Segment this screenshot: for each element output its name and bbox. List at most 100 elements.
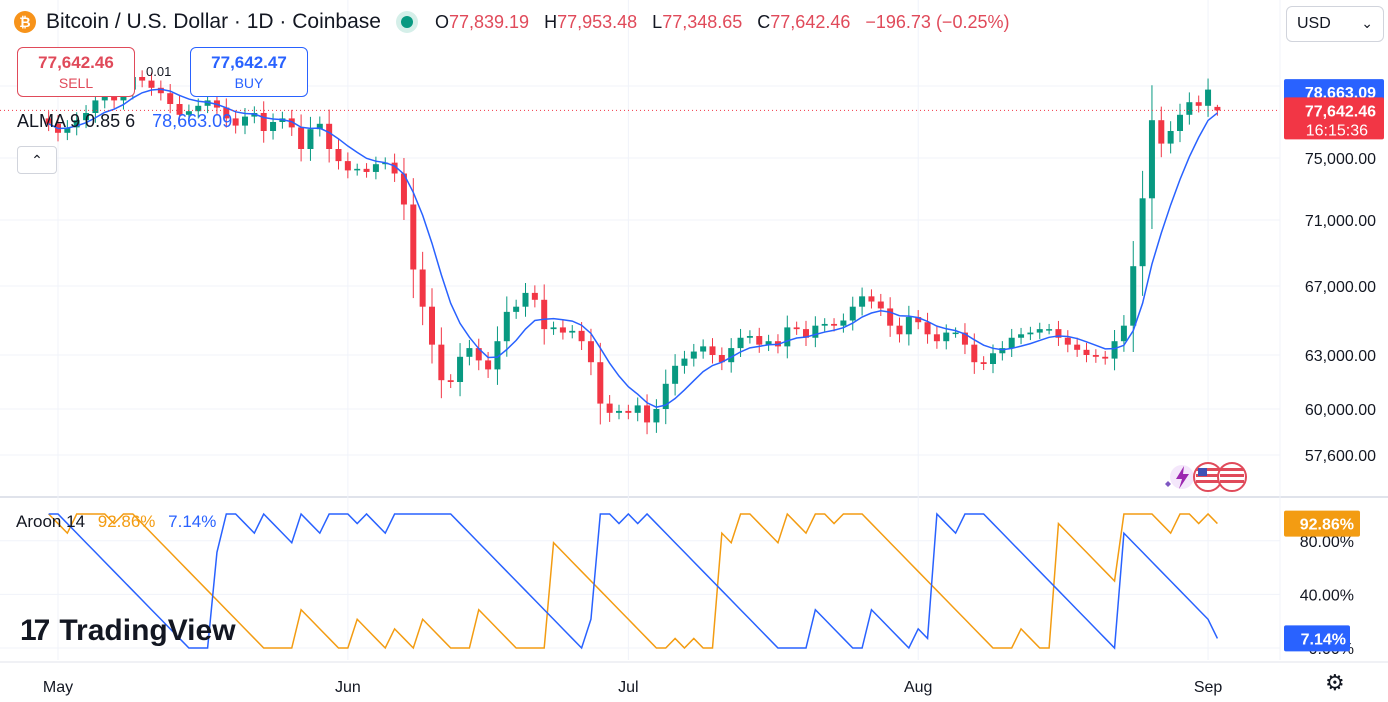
candle-body — [597, 362, 604, 404]
aroon-up-tag-label: 92.86% — [1300, 517, 1354, 534]
aroon-down-tag-label: 7.14% — [1301, 631, 1346, 648]
candle-body — [1120, 325, 1127, 342]
candle-body — [1083, 349, 1090, 355]
candle-body — [859, 296, 866, 307]
candle-body — [400, 173, 407, 205]
candle-body — [1064, 337, 1071, 345]
candle-body — [587, 341, 594, 363]
candle-body — [1008, 337, 1015, 349]
y-axis-tick-label: 71,000.00 — [1305, 213, 1376, 230]
candle-body — [1092, 355, 1099, 357]
candle-body — [765, 341, 772, 345]
x-axis-tick-label: Sep — [1194, 679, 1223, 696]
open-value: 77,839.19 — [448, 11, 530, 32]
candle-body — [644, 405, 651, 423]
candle-body — [662, 383, 669, 409]
candle-body — [887, 308, 894, 326]
candle-body — [653, 409, 660, 423]
candle-body — [961, 332, 968, 345]
settings-gear-icon[interactable]: ⚙ — [1325, 670, 1345, 695]
x-axis-tick-label: Jul — [618, 679, 638, 696]
candle-body — [1102, 356, 1109, 359]
aroon-name: Aroon — [16, 512, 62, 531]
candle-body — [1130, 266, 1137, 326]
spread-value: 0.01 — [146, 64, 172, 79]
candle-body — [475, 348, 482, 361]
candle-body — [372, 164, 379, 172]
ohlc-values: O77,839.19 H77,953.48 L77,348.65 C77,642… — [435, 12, 1010, 33]
alma-legend[interactable]: ALMA 9 0.85 6 78,663.09 — [17, 111, 232, 132]
candle-body — [466, 348, 473, 357]
candle-body — [1111, 341, 1118, 359]
event-badges[interactable] — [1162, 460, 1250, 494]
candle-body — [1186, 102, 1193, 115]
last-price-tag-label: 77,642.46 — [1305, 103, 1376, 120]
candle-body — [307, 129, 314, 149]
aroon-down-tag — [1284, 625, 1350, 652]
candle-body — [784, 327, 791, 347]
candle-body — [943, 332, 950, 342]
collapse-legend-button[interactable]: ⌃ — [17, 146, 57, 174]
symbol-header: ₿ Bitcoin / U.S. Dollar · 1D · Coinbase … — [14, 8, 1009, 36]
candle-body — [803, 329, 809, 338]
candle-body — [737, 337, 744, 349]
us-flag-icon[interactable] — [1217, 462, 1247, 492]
candle-body — [924, 322, 931, 335]
aroon-length: 14 — [66, 512, 86, 531]
candle-body — [559, 327, 566, 333]
candle-body — [45, 118, 52, 124]
currency-label: USD — [1297, 15, 1331, 32]
candle-body — [700, 346, 707, 352]
candle-body — [849, 306, 856, 321]
candle-body — [1018, 334, 1025, 338]
aroon-y-tick-label: 40.00% — [1300, 587, 1354, 604]
candle-body — [438, 344, 445, 381]
lightning-icon[interactable] — [1165, 465, 1194, 489]
candle-body — [868, 296, 875, 302]
tradingview-logo[interactable]: 17 TradingView — [20, 614, 236, 648]
candle-body — [971, 344, 978, 363]
candle-body — [681, 358, 688, 366]
aroon-legend[interactable]: Aroon 14 92.86% 7.14% — [16, 512, 216, 532]
market-status-icon[interactable] — [400, 16, 413, 28]
candle-body — [429, 306, 435, 345]
candle-body — [840, 320, 847, 326]
candle-body — [139, 77, 146, 81]
candle-body — [1205, 89, 1212, 106]
candle-body — [232, 118, 239, 126]
buy-button[interactable]: 77,642.47 BUY — [190, 47, 308, 97]
candle-body — [260, 113, 267, 131]
candle-body — [1046, 329, 1053, 331]
sell-price: 77,642.46 — [38, 53, 114, 72]
candle-body — [1148, 120, 1155, 199]
aroon-up-tag — [1284, 510, 1360, 537]
candle-body — [316, 123, 323, 130]
candle-body — [625, 410, 632, 413]
candle-body — [550, 327, 557, 330]
candle-body — [457, 356, 464, 382]
candle-body — [933, 334, 940, 342]
candle-body — [718, 355, 725, 363]
change-value: −196.73 (−0.25%) — [865, 11, 1010, 32]
candle-body — [1195, 102, 1202, 106]
candle-body — [531, 292, 538, 300]
candle-body — [896, 325, 903, 335]
symbol-title[interactable]: Bitcoin / U.S. Dollar · 1D · Coinbase — [46, 10, 381, 33]
candle-body — [812, 325, 819, 338]
sell-button[interactable]: 77,642.46 SELL — [17, 47, 135, 97]
candle-body — [204, 100, 211, 106]
currency-select[interactable]: USD ⌄ — [1286, 6, 1384, 42]
candle-body — [1158, 120, 1165, 144]
candle-body — [728, 348, 735, 363]
aroon-up-line — [48, 512, 1218, 650]
x-axis-tick-label: May — [43, 679, 73, 696]
aroon-down-value: 7.14% — [168, 512, 217, 531]
candle-body — [176, 104, 183, 115]
candle-body — [821, 323, 828, 326]
candle-body — [288, 118, 295, 128]
candle-body — [905, 317, 912, 335]
bitcoin-icon: ₿ — [14, 11, 36, 33]
candle-body — [391, 162, 398, 174]
candle-body — [690, 351, 697, 359]
